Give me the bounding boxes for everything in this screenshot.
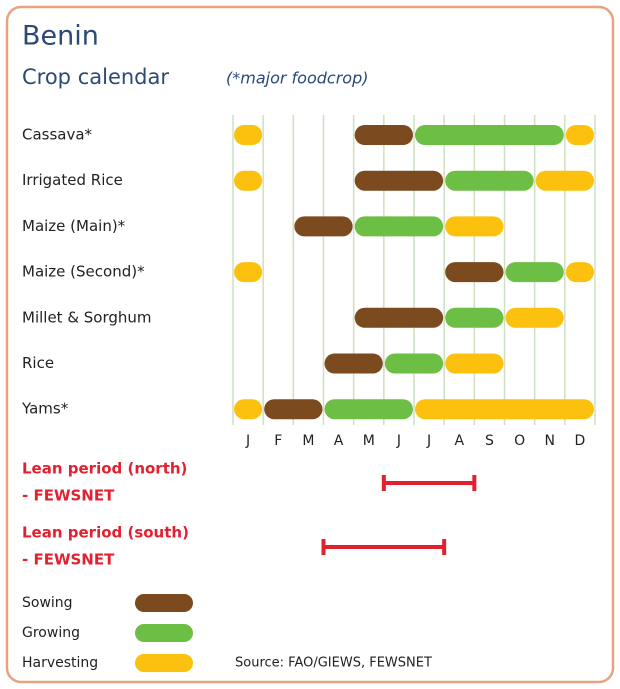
stage-bar (354, 307, 444, 328)
crop-label: Yams* (21, 400, 69, 418)
lean-label: Lean period (north) (22, 460, 187, 478)
month-label: J (245, 433, 250, 449)
month-label: M (302, 433, 314, 449)
month-label: N (545, 433, 555, 449)
month-label: J (396, 433, 401, 449)
lean-label: - FEWSNET (22, 487, 115, 505)
legend-swatch (135, 594, 193, 612)
stage-bar (234, 125, 263, 145)
stage-bar (505, 307, 564, 328)
stage-bar (415, 125, 564, 145)
stage-bar (445, 353, 504, 374)
month-label: D (575, 433, 586, 449)
stage-bar (354, 125, 413, 145)
subtitle: Crop calendar (22, 65, 169, 89)
stage-bar (234, 262, 263, 283)
note: (*major foodcrop) (226, 69, 368, 88)
stage-bar (354, 170, 444, 191)
stage-bar (264, 399, 323, 420)
crop-label: Irrigated Rice (22, 171, 123, 189)
month-label: S (485, 433, 494, 449)
stage-bar (445, 216, 504, 237)
source: Source: FAO/GIEWS, FEWSNET (235, 656, 432, 671)
stage-bar (445, 170, 534, 191)
lean-label: Lean period (south) (22, 524, 189, 542)
month-label: F (274, 433, 282, 449)
stage-bar (234, 170, 263, 191)
crop-label: Millet & Sorghum (22, 308, 152, 326)
month-label: M (363, 433, 375, 449)
legend-swatch (135, 654, 193, 672)
stage-bar (445, 307, 504, 328)
crop-label: Cassava* (22, 126, 93, 144)
card-border (5, 5, 615, 684)
month-label: A (334, 433, 344, 449)
title: Benin (22, 21, 99, 52)
month-label: J (426, 433, 431, 449)
legend-label: Harvesting (22, 655, 98, 671)
crop-label: Maize (Main)* (22, 217, 126, 235)
stage-bar (324, 399, 413, 420)
crop-label: Rice (22, 354, 54, 372)
legend-swatch (135, 624, 193, 642)
stage-bar (535, 170, 594, 191)
stage-bar (234, 399, 263, 420)
stage-bar (415, 399, 594, 420)
legend-label: Growing (22, 625, 80, 641)
month-label: A (454, 433, 464, 449)
legend-label: Sowing (22, 595, 73, 611)
stage-bar (384, 353, 444, 374)
stage-bar (354, 216, 444, 237)
stage-bar (294, 216, 353, 237)
stage-bar (565, 262, 594, 283)
crop-label: Maize (Second)* (22, 263, 145, 281)
stage-bar (445, 262, 504, 283)
stage-bar (324, 353, 383, 374)
month-label: O (514, 433, 525, 449)
stage-bar (505, 262, 564, 283)
lean-label: - FEWSNET (22, 551, 115, 569)
stage-bar (565, 125, 594, 145)
